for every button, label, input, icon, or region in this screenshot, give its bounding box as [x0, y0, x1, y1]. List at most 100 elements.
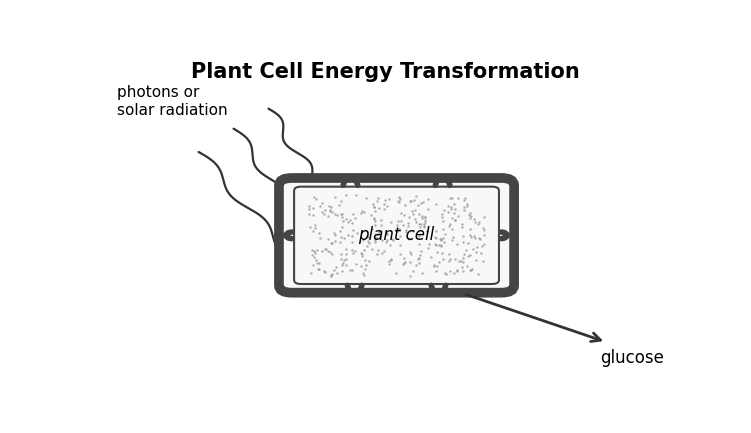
Point: [324, 249, 336, 255]
Point: [361, 242, 373, 249]
Point: [346, 238, 358, 245]
Point: [431, 249, 443, 256]
Point: [415, 269, 427, 276]
Point: [309, 254, 321, 261]
Point: [362, 238, 374, 245]
Point: [386, 236, 398, 242]
Point: [477, 258, 489, 265]
Point: [400, 229, 412, 236]
Point: [346, 247, 358, 254]
Point: [320, 245, 332, 252]
Point: [456, 263, 468, 270]
Point: [435, 242, 447, 249]
Point: [337, 235, 349, 242]
Point: [451, 268, 463, 275]
Point: [467, 245, 479, 252]
Point: [409, 206, 421, 213]
Point: [357, 208, 369, 215]
Point: [465, 213, 477, 220]
Point: [309, 224, 321, 231]
Point: [369, 217, 382, 224]
Point: [448, 200, 460, 207]
Point: [390, 269, 402, 276]
Point: [369, 215, 381, 222]
Point: [382, 260, 394, 267]
Point: [436, 226, 448, 233]
Point: [457, 233, 469, 239]
Point: [408, 196, 420, 203]
Point: [393, 198, 405, 205]
Point: [448, 210, 460, 216]
Point: [460, 195, 472, 202]
Point: [322, 235, 334, 242]
Point: [369, 238, 381, 245]
Point: [472, 271, 484, 278]
Point: [339, 215, 351, 222]
Point: [375, 217, 387, 224]
Point: [387, 236, 399, 243]
Point: [309, 249, 321, 256]
Text: glucose: glucose: [600, 349, 664, 367]
Point: [464, 226, 476, 233]
Point: [345, 266, 357, 273]
Point: [355, 250, 367, 257]
Point: [325, 203, 337, 210]
Point: [336, 213, 348, 220]
Point: [415, 200, 427, 207]
Text: plant cell: plant cell: [358, 226, 435, 244]
Point: [411, 193, 423, 200]
Point: [306, 252, 318, 259]
Point: [356, 252, 368, 259]
Point: [314, 234, 326, 241]
Point: [380, 239, 392, 246]
Point: [412, 255, 424, 262]
Point: [394, 233, 406, 239]
Point: [319, 206, 331, 213]
Point: [438, 239, 450, 246]
Point: [368, 215, 380, 222]
Point: [345, 216, 357, 223]
Point: [466, 266, 478, 273]
Point: [437, 256, 449, 263]
Point: [410, 218, 422, 225]
Point: [419, 213, 431, 220]
Point: [369, 221, 381, 228]
Point: [413, 232, 425, 239]
Point: [452, 213, 464, 220]
Point: [429, 234, 441, 241]
Point: [375, 228, 387, 235]
Point: [437, 235, 449, 242]
Point: [394, 195, 406, 202]
Point: [430, 200, 442, 207]
Point: [445, 255, 457, 262]
Point: [308, 194, 320, 200]
Point: [381, 230, 393, 237]
Point: [336, 262, 348, 268]
Point: [442, 203, 454, 210]
Point: [383, 258, 395, 265]
Point: [324, 207, 336, 214]
Point: [303, 203, 315, 210]
Point: [367, 201, 379, 208]
Point: [347, 210, 359, 217]
Point: [469, 234, 481, 241]
Point: [445, 205, 457, 212]
Point: [470, 249, 482, 255]
Point: [385, 255, 397, 262]
Point: [445, 237, 457, 244]
Point: [322, 213, 334, 220]
Point: [409, 215, 421, 222]
Point: [460, 247, 472, 254]
Point: [342, 232, 354, 239]
Point: [435, 236, 447, 242]
Point: [439, 270, 451, 277]
Point: [319, 268, 331, 275]
Point: [312, 266, 324, 273]
Point: [439, 230, 451, 237]
Point: [333, 238, 345, 245]
Point: [308, 248, 320, 255]
Point: [324, 207, 336, 214]
Point: [443, 222, 455, 229]
Point: [463, 211, 475, 218]
Point: [325, 239, 337, 246]
